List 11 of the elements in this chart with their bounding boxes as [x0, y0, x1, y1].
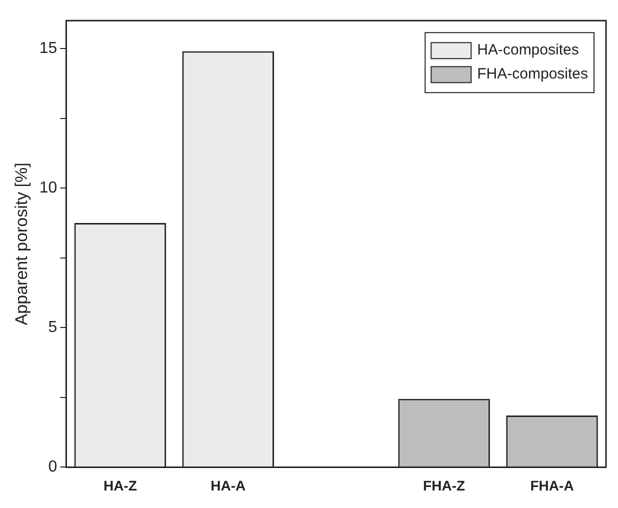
x-tick-label: HA-Z: [103, 477, 138, 494]
x-tick-label: HA-A: [210, 477, 246, 494]
x-tick-label: FHA-Z: [423, 477, 466, 494]
y-tick-label: 5: [48, 319, 58, 336]
y-tick-label: 15: [39, 40, 58, 57]
legend-label: HA-composites: [477, 42, 579, 59]
y-axis-title: Apparent porosity [%]: [12, 162, 31, 326]
y-tick-label: 0: [48, 458, 58, 476]
x-tick-label: FHA-A: [530, 477, 574, 494]
legend-label: FHA-composites: [477, 66, 588, 83]
y-tick-label: 10: [39, 179, 58, 196]
